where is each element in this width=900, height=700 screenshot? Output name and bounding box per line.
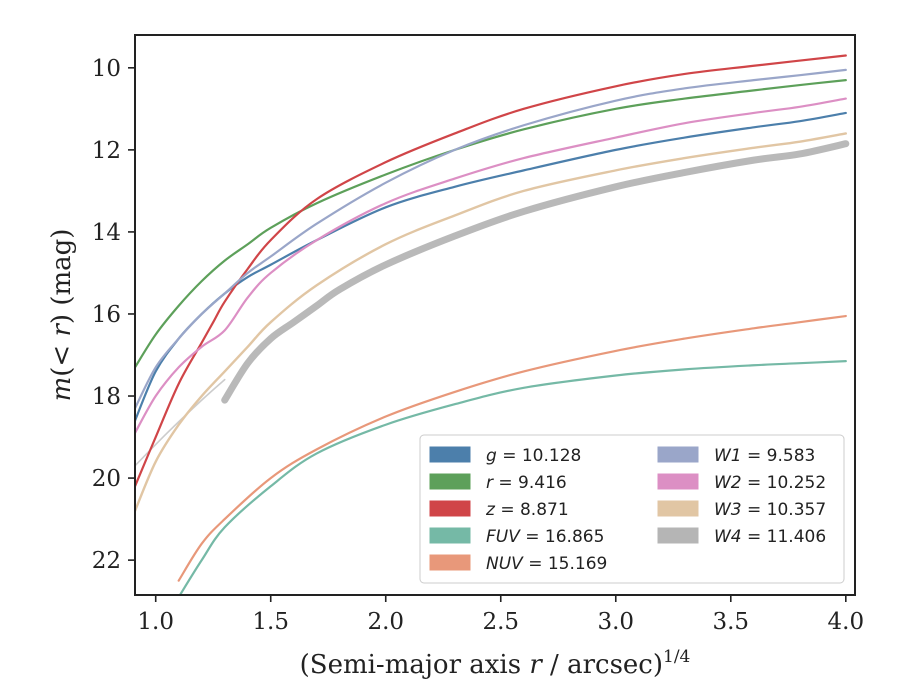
legend-label-nuv: NUV = 15.169 xyxy=(486,554,607,574)
legend-box xyxy=(419,434,845,584)
legend-swatch-w3 xyxy=(657,500,699,517)
series-line-w1 xyxy=(135,68,847,410)
y-tick-label: 22 xyxy=(92,548,121,574)
x-tick-label: 3.0 xyxy=(597,609,634,635)
x-tick-label: 3.5 xyxy=(712,609,749,635)
x-tick-label: 1.0 xyxy=(137,609,174,635)
series-line-fuv xyxy=(178,360,847,595)
legend-label-g: g = 10.128 xyxy=(486,446,581,466)
legend: g = 10.128 r = 9.416 z = 8.871 FUV = 16.865… xyxy=(419,434,845,584)
y-axis-label: m(< r) (mag) xyxy=(47,229,77,402)
legend-label-z: z = 8.871 xyxy=(485,500,569,520)
legend-items: g = 10.128 r = 9.416 z = 8.871 FUV = 16.865… xyxy=(429,446,826,574)
legend-label-w1: W1 = 9.583 xyxy=(714,446,815,466)
legend-swatch-fuv xyxy=(429,527,471,544)
y-tick-label: 16 xyxy=(92,302,121,328)
series-line-r xyxy=(135,79,847,369)
y-tick-label: 18 xyxy=(92,384,121,410)
legend-swatch-nuv xyxy=(429,554,471,571)
legend-label-w3: W3 = 10.357 xyxy=(714,500,826,520)
series-line-w2 xyxy=(135,97,847,435)
legend-swatch-r xyxy=(429,473,471,490)
x-tick-label: 2.0 xyxy=(367,609,404,635)
legend-swatch-z xyxy=(429,500,471,517)
y-tick-label: 10 xyxy=(92,56,121,82)
legend-label-r: r = 9.416 xyxy=(486,473,567,493)
y-tick-label: 12 xyxy=(92,138,121,164)
x-tick-label: 1.5 xyxy=(252,609,289,635)
series-line-nuv xyxy=(177,314,847,582)
legend-label-w2: W2 = 10.252 xyxy=(714,473,826,493)
y-axis-ticks: 10 12 14 16 18 20 22 xyxy=(92,56,135,574)
legend-label-w4: W4 = 11.406 xyxy=(714,527,826,547)
legend-swatch-w2 xyxy=(657,473,699,490)
legend-swatch-w4 xyxy=(657,527,699,544)
y-tick-label: 20 xyxy=(92,466,121,492)
legend-label-fuv: FUV = 16.865 xyxy=(486,527,604,547)
x-tick-label: 2.5 xyxy=(482,609,519,635)
legend-swatch-g xyxy=(429,446,471,463)
x-axis-ticks: 1.0 1.5 2.0 2.5 3.0 3.5 4.0 xyxy=(137,595,864,635)
x-tick-label: 4.0 xyxy=(828,609,865,635)
legend-swatch-w1 xyxy=(657,446,699,463)
x-axis-label: (Semi-major axis r / arcsec)1/4 xyxy=(300,647,691,680)
plot-frame xyxy=(134,34,856,596)
series-layer xyxy=(135,54,850,595)
series-line-w3 xyxy=(135,132,847,513)
series-line-w4 xyxy=(221,140,850,404)
y-tick-label: 14 xyxy=(92,220,121,246)
series-line-z xyxy=(135,54,847,488)
